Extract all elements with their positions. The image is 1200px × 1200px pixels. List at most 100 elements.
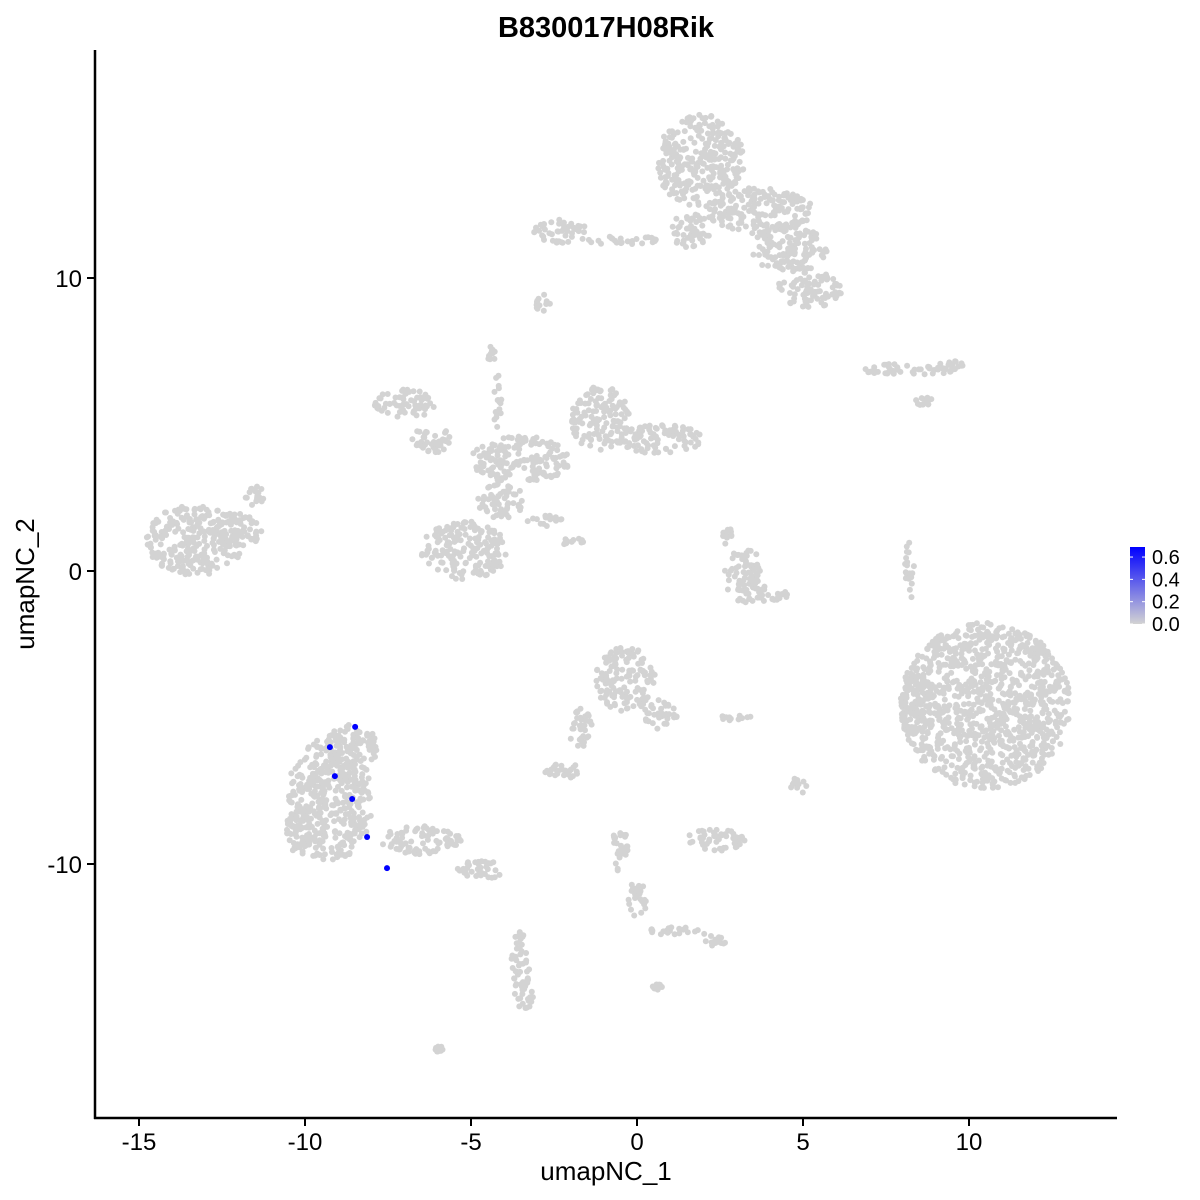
- cell-point: [671, 443, 678, 450]
- cell-point: [794, 259, 801, 266]
- cell-point: [781, 279, 788, 286]
- cell-point: [710, 149, 717, 156]
- cell-point: [1037, 679, 1044, 686]
- cell-point: [528, 988, 535, 995]
- cell-point: [442, 836, 449, 842]
- cell-point: [978, 745, 985, 752]
- cell-point: [708, 933, 714, 939]
- cell-point: [619, 693, 626, 700]
- cell-point: [458, 524, 465, 531]
- cell-point: [642, 697, 649, 704]
- cell-point: [729, 555, 736, 562]
- cell-point: [348, 843, 355, 850]
- cell-point: [547, 449, 554, 456]
- cell-point: [233, 536, 240, 543]
- cell-point: [1043, 706, 1050, 713]
- cell-point: [316, 841, 323, 848]
- cell-point: [627, 693, 634, 700]
- cell-point: [394, 831, 401, 837]
- cell-point: [986, 684, 993, 691]
- cell-point: [355, 729, 362, 736]
- cell-point: [663, 720, 670, 727]
- cell-point: [973, 620, 980, 627]
- cell-point: [923, 397, 930, 404]
- cell-point: [699, 168, 706, 175]
- cell-point: [673, 171, 680, 178]
- cell-point: [292, 765, 299, 772]
- cell-point: [801, 295, 808, 302]
- cell-point: [639, 448, 645, 455]
- cell-point: [1040, 739, 1047, 746]
- cell-point: [644, 710, 651, 717]
- cell-point: [362, 787, 368, 794]
- cell-point: [750, 208, 757, 215]
- cell-point: [822, 302, 829, 308]
- cell-point: [929, 638, 936, 645]
- cell-point: [995, 662, 1002, 669]
- cell-point: [314, 783, 321, 790]
- cell-point: [732, 170, 739, 177]
- cell-point: [491, 388, 498, 395]
- cell-point: [214, 564, 221, 571]
- cell-point: [939, 753, 945, 760]
- cell-point: [751, 195, 758, 202]
- cell-point: [560, 222, 567, 228]
- cell-point: [799, 217, 806, 224]
- cell-point: [432, 432, 439, 439]
- cell-point: [517, 951, 524, 958]
- cell-point: [474, 539, 480, 546]
- cell-point: [162, 509, 169, 516]
- cell-point: [1026, 714, 1033, 721]
- cell-point: [510, 491, 517, 498]
- cell-point: [592, 417, 599, 424]
- cell-point: [684, 929, 691, 936]
- cell-point: [550, 454, 556, 461]
- expressing-cell-point: [349, 795, 356, 802]
- cell-point: [416, 848, 423, 855]
- cell-point: [606, 233, 613, 240]
- cell-point: [614, 867, 621, 874]
- cell-point: [687, 439, 694, 446]
- cell-point: [665, 432, 672, 438]
- cell-point: [967, 663, 974, 670]
- cell-point: [337, 727, 344, 734]
- cell-point: [926, 664, 933, 671]
- cell-point: [912, 710, 919, 717]
- cell-point: [688, 165, 695, 172]
- cell-point: [942, 642, 949, 649]
- cell-point: [698, 839, 705, 846]
- cell-point: [971, 741, 978, 748]
- cell-point: [816, 246, 823, 253]
- cell-point: [714, 123, 721, 130]
- cell-point: [357, 795, 364, 802]
- cell-point: [617, 832, 624, 839]
- cell-point: [491, 536, 498, 543]
- cell-point: [894, 366, 901, 373]
- cell-point: [787, 300, 794, 307]
- cell-point: [628, 906, 634, 913]
- cell-point: [950, 633, 957, 639]
- cell-point: [921, 724, 928, 731]
- cell-point: [966, 678, 973, 685]
- cell-point: [477, 864, 484, 871]
- cell-point: [1044, 663, 1051, 670]
- cell-point: [719, 194, 726, 201]
- cell-point: [693, 429, 700, 436]
- cell-point: [633, 435, 640, 442]
- cell-point: [401, 409, 408, 416]
- cell-point: [670, 705, 677, 712]
- cell-point: [547, 472, 554, 479]
- cell-point: [711, 142, 718, 149]
- cell-point: [923, 743, 930, 750]
- cell-point: [705, 182, 711, 189]
- cell-point: [642, 905, 649, 912]
- cell-point: [675, 436, 682, 443]
- cell-point: [999, 752, 1006, 759]
- cell-point: [469, 550, 476, 557]
- cell-point: [1059, 700, 1066, 706]
- cell-point: [1012, 764, 1019, 771]
- cell-point: [717, 168, 724, 175]
- cell-point: [1007, 779, 1014, 786]
- cell-point: [987, 691, 994, 697]
- cell-point: [699, 135, 706, 142]
